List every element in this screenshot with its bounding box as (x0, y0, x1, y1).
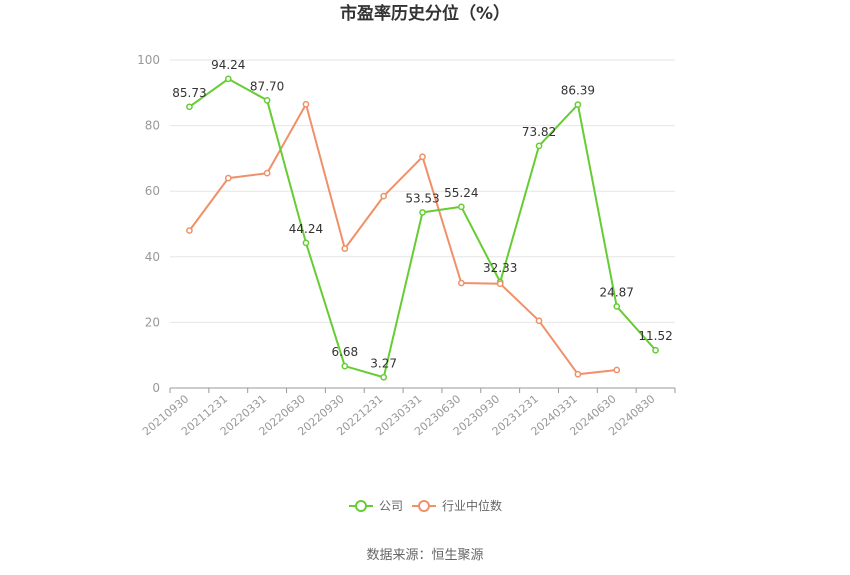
series-points (186, 75, 659, 381)
data-point (263, 169, 271, 177)
data-point (302, 239, 310, 247)
data-source: 数据来源：恒生聚源 (366, 548, 483, 563)
data-label: 6.68 (331, 345, 358, 359)
data-label: 3.27 (370, 356, 397, 370)
series-line (188, 77, 657, 379)
data-point (380, 192, 388, 200)
data-point (457, 279, 465, 287)
data-point (186, 227, 193, 234)
data-point (263, 96, 271, 104)
y-tick-label: 40 (145, 250, 160, 264)
data-label: 55.24 (444, 186, 478, 200)
data-label: 44.24 (289, 222, 323, 236)
data-point (186, 103, 193, 111)
legend[interactable]: 公司 行业中位数 (349, 498, 502, 513)
data-point (535, 142, 543, 150)
grid (170, 59, 675, 323)
data-point (419, 209, 426, 216)
x-axis: 2021093020211231202203312022063020220930… (140, 387, 676, 438)
data-label: 11.52 (638, 329, 672, 343)
data-label: 24.87 (600, 285, 634, 299)
y-tick-label: 80 (145, 119, 160, 133)
data-point (419, 153, 426, 161)
data-point (341, 362, 349, 370)
data-point (341, 245, 349, 252)
y-axis: 0 20 40 60 80 100 (137, 53, 160, 395)
y-tick-label: 20 (145, 315, 160, 329)
data-point (496, 280, 504, 288)
y-tick-label: 100 (137, 53, 160, 67)
y-tick-label: 0 (152, 381, 160, 395)
data-point (457, 203, 465, 211)
legend-swatch-marker (418, 500, 430, 512)
y-tick-label: 60 (145, 184, 160, 198)
data-point (224, 174, 232, 182)
series-line (188, 103, 617, 376)
legend-label: 行业中位数 (442, 498, 502, 513)
data-label: 73.82 (522, 125, 556, 139)
data-point (535, 317, 543, 325)
data-point (652, 346, 659, 354)
data-point (613, 366, 621, 374)
data-label: 94.24 (211, 58, 245, 72)
data-label: 53.53 (405, 191, 439, 205)
data-point (224, 75, 232, 83)
data-label: 86.39 (561, 84, 595, 98)
data-point (613, 303, 621, 310)
series-lines (188, 77, 657, 379)
legend-swatch-marker (355, 500, 367, 512)
chart-title: 市盈率历史分位（%） (340, 3, 510, 24)
data-point (574, 370, 582, 378)
data-labels: 85.73 94.24 87.70 44.24 6.68 3.27 53.53 55.24 32… (172, 58, 673, 370)
data-label: 87.70 (250, 79, 284, 93)
data-label: 85.73 (172, 86, 206, 100)
data-point (380, 373, 388, 381)
legend-label: 公司 (379, 499, 403, 513)
data-point (302, 100, 310, 108)
data-point (574, 101, 582, 108)
data-label: 32.33 (483, 261, 517, 275)
